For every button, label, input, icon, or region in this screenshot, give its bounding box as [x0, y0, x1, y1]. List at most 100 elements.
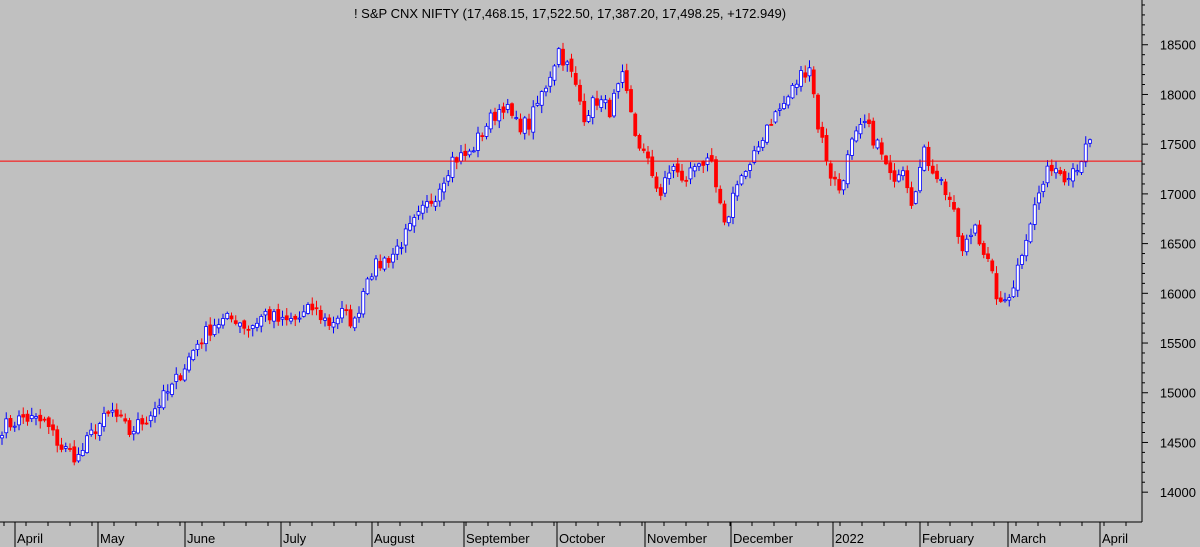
candle-up	[620, 71, 625, 83]
candle-up	[586, 115, 591, 122]
candle-up	[467, 150, 472, 156]
candle-down	[569, 58, 574, 72]
candle-up	[34, 416, 38, 419]
candle-down	[769, 124, 774, 126]
candle-up	[335, 317, 340, 325]
candle-up	[552, 65, 557, 81]
candle-down	[947, 196, 952, 200]
y-tick-label: 16000	[1160, 286, 1196, 301]
candle-up	[922, 146, 927, 171]
candle-up	[63, 446, 68, 449]
candle-up	[548, 76, 553, 87]
candle-up	[76, 454, 81, 462]
candle-down	[344, 309, 349, 312]
candle-down	[242, 320, 247, 329]
candle-up	[170, 383, 174, 395]
candle-down	[246, 328, 251, 331]
candle-down	[127, 420, 132, 435]
candle-up	[85, 435, 89, 454]
x-tick-label: August	[374, 531, 415, 546]
candle-up	[697, 163, 701, 167]
candle-down	[55, 429, 60, 446]
x-tick-label: April	[17, 531, 43, 546]
candle-down	[72, 446, 77, 463]
candle-down	[46, 417, 51, 428]
candle-down	[93, 431, 98, 434]
candle-down	[233, 320, 238, 324]
y-tick-label: 14000	[1160, 485, 1196, 500]
candle-down	[293, 315, 298, 320]
candle-up	[1066, 178, 1071, 181]
candle-down	[658, 187, 663, 196]
candle-up	[875, 139, 880, 149]
candle-down	[429, 200, 434, 204]
candle-up	[412, 217, 417, 227]
candle-up	[973, 224, 978, 234]
candle-up	[896, 174, 901, 182]
candle-up	[1011, 287, 1016, 298]
candle-up	[408, 223, 412, 231]
candle-up	[786, 96, 791, 106]
candle-up	[17, 415, 21, 426]
candle-up	[255, 322, 259, 328]
candle-down	[123, 418, 128, 422]
candle-down	[816, 94, 820, 130]
candle-up	[505, 104, 510, 110]
candle-up	[403, 228, 408, 246]
candle-up	[250, 325, 255, 329]
candle-down	[144, 422, 149, 425]
candle-up	[153, 408, 157, 417]
candle-up	[12, 425, 17, 428]
y-tick-label: 17000	[1160, 187, 1196, 202]
candle-down	[909, 187, 914, 206]
candle-up	[187, 356, 191, 371]
candle-up	[731, 192, 735, 218]
candle-down	[607, 99, 612, 118]
candle-down	[140, 418, 145, 425]
y-tick-label: 15500	[1160, 336, 1196, 351]
candle-up	[590, 97, 595, 118]
candle-up	[446, 175, 451, 182]
y-tick-label: 18500	[1160, 38, 1196, 53]
candle-up	[739, 175, 744, 185]
candle-down	[1058, 170, 1063, 175]
candle-down	[386, 258, 391, 263]
candle-down	[276, 309, 281, 322]
candle-down	[820, 126, 825, 138]
candle-up	[522, 117, 527, 134]
candle-up	[777, 108, 782, 111]
candle-up	[369, 276, 374, 280]
candle-down	[981, 243, 986, 255]
candle-up	[901, 170, 905, 177]
candle-up	[858, 123, 863, 135]
candle-up	[221, 318, 225, 326]
candle-up	[603, 99, 608, 104]
candle-up	[939, 179, 944, 181]
candle-up	[790, 84, 795, 99]
candle-up	[539, 91, 544, 106]
candle-up	[1083, 143, 1088, 163]
candle-up	[161, 390, 166, 409]
candle-down	[493, 111, 497, 121]
candle-up	[765, 124, 769, 143]
candle-down	[884, 155, 888, 165]
candle-up	[850, 138, 854, 156]
candle-up	[195, 343, 200, 350]
candle-up	[799, 70, 803, 87]
candle-down	[582, 100, 587, 123]
candle-up	[280, 316, 285, 320]
candle-down	[8, 418, 13, 428]
candle-up	[841, 180, 846, 191]
candle-up	[1054, 168, 1058, 174]
candle-down	[578, 84, 582, 102]
candle-up	[969, 234, 973, 237]
candle-down	[267, 309, 272, 321]
candle-up	[1041, 183, 1046, 192]
candle-down	[879, 142, 884, 155]
candle-up	[110, 409, 115, 413]
candle-down	[208, 324, 213, 336]
candle-down	[888, 162, 893, 174]
candle-down	[935, 170, 939, 180]
candle-down	[348, 309, 353, 327]
candle-up	[89, 429, 94, 435]
